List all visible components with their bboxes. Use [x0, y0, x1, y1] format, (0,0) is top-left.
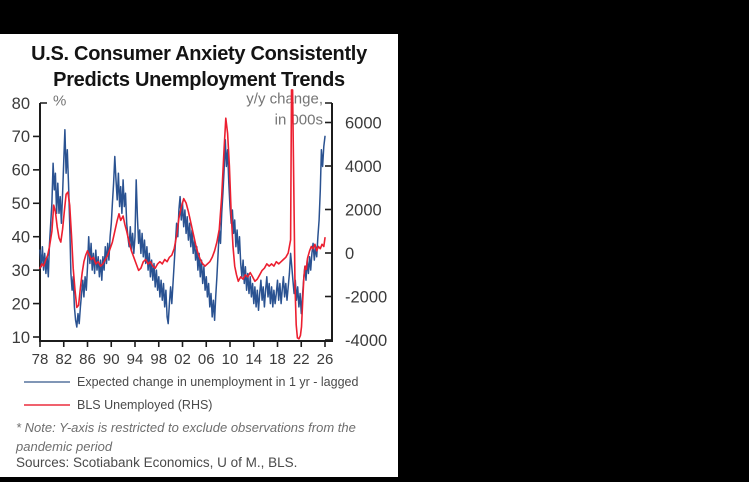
legend-swatch-red-line: [24, 404, 70, 406]
x-axis-tick-label: 82: [55, 351, 72, 368]
left-axis-tick-label: 70: [12, 128, 30, 146]
chart-card: U.S. Consumer Anxiety Consistently Predi…: [0, 34, 398, 477]
left-axis-tick-label: 20: [12, 295, 30, 313]
left-axis-tick-label: 50: [12, 195, 30, 213]
chart-title-line1: U.S. Consumer Anxiety Consistently: [31, 43, 367, 65]
x-axis-tick-label: 78: [32, 351, 49, 368]
series-line-expected-change: [39, 128, 326, 328]
right-axis-tick-label: -2000: [345, 288, 387, 306]
right-axis-unit-label-line1: y/y change,: [246, 90, 323, 107]
x-axis-tick-label: 02: [174, 351, 191, 368]
left-axis-tick-label: 10: [12, 329, 30, 347]
x-axis-tick-label: 98: [150, 351, 167, 368]
x-axis-tick-label: 94: [127, 351, 144, 368]
chart-svg: 80 70 60 50 40 30 20 10 6000 4000 2000 0 -2000 -4000 7…: [12, 89, 387, 368]
chart-legend: Expected change in unemployment in 1 yr …: [24, 374, 394, 420]
left-axis-tick-label: 40: [12, 228, 30, 246]
x-axis-tick-label: 86: [79, 351, 96, 368]
axes-frame: [39, 103, 333, 342]
legend-item-expected-change: Expected change in unemployment in 1 yr …: [24, 374, 394, 390]
legend-label: BLS Unemployed (RHS): [77, 398, 213, 412]
legend-item-bls-unemployed: BLS Unemployed (RHS): [24, 397, 394, 413]
series-line-bls-unemployed: [39, 89, 326, 340]
right-axis-tick-label: 0: [345, 245, 354, 263]
chart-note: * Note: Y-axis is restricted to exclude …: [16, 420, 356, 454]
legend-label: Expected change in unemployment in 1 yr …: [77, 375, 359, 389]
right-axis-unit-label-line2: in 000s: [275, 111, 323, 128]
x-axis-tick-label: 26: [317, 351, 334, 368]
left-axis-tick-label: 30: [12, 262, 30, 280]
chart-title: U.S. Consumer Anxiety Consistently Predi…: [0, 41, 398, 93]
x-axis-tick-label: 14: [245, 351, 262, 368]
x-axis-tick-label: 18: [269, 351, 286, 368]
right-axis-tick-label: -4000: [345, 332, 387, 350]
chart-title-line2: Predicts Unemployment Trends: [53, 69, 345, 91]
left-axis-tick-label: 60: [12, 162, 30, 180]
x-axis-tick-label: 10: [222, 351, 239, 368]
x-axis-tick-label: 22: [293, 351, 310, 368]
right-axis-tick-label: 4000: [345, 158, 382, 176]
x-axis-tick-label: 06: [198, 351, 215, 368]
left-axis-tick-label: 80: [12, 95, 30, 113]
right-axis-tick-label: 6000: [345, 114, 382, 132]
chart-sources: Sources: Scotiabank Economics, U of M., …: [16, 455, 298, 470]
left-axis-unit-label: %: [53, 92, 66, 109]
right-axis-tick-label: 2000: [345, 201, 382, 219]
legend-swatch-blue-line: [24, 381, 70, 383]
x-axis-tick-label: 90: [103, 351, 120, 368]
